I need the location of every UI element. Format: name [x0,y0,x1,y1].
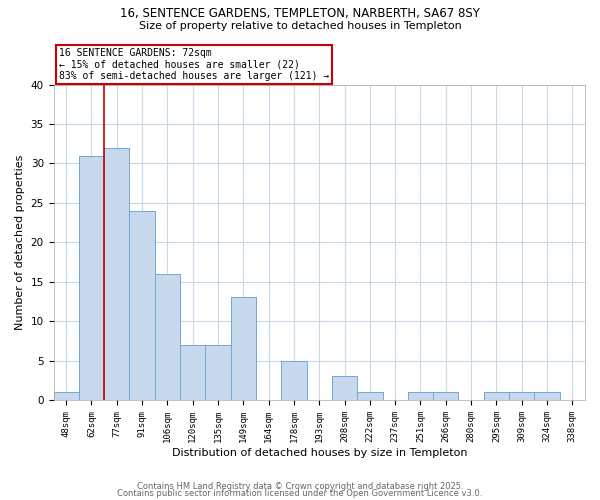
Bar [53,392,79,400]
Bar [155,274,180,400]
Bar [357,392,383,400]
Bar [205,345,230,400]
Bar [509,392,535,400]
Bar [535,392,560,400]
Bar [433,392,458,400]
Bar [130,210,155,400]
Y-axis label: Number of detached properties: Number of detached properties [15,154,25,330]
Text: Size of property relative to detached houses in Templeton: Size of property relative to detached ho… [139,21,461,31]
Text: Contains HM Land Registry data © Crown copyright and database right 2025.: Contains HM Land Registry data © Crown c… [137,482,463,491]
X-axis label: Distribution of detached houses by size in Templeton: Distribution of detached houses by size … [172,448,467,458]
Text: 16, SENTENCE GARDENS, TEMPLETON, NARBERTH, SA67 8SY: 16, SENTENCE GARDENS, TEMPLETON, NARBERT… [120,8,480,20]
Bar [408,392,433,400]
Bar [281,360,307,400]
Bar [484,392,509,400]
Bar [180,345,205,400]
Bar [104,148,130,400]
Bar [79,156,104,400]
Text: 16 SENTENCE GARDENS: 72sqm
← 15% of detached houses are smaller (22)
83% of semi: 16 SENTENCE GARDENS: 72sqm ← 15% of deta… [59,48,329,82]
Bar [230,298,256,400]
Text: Contains public sector information licensed under the Open Government Licence v3: Contains public sector information licen… [118,489,482,498]
Bar [332,376,357,400]
